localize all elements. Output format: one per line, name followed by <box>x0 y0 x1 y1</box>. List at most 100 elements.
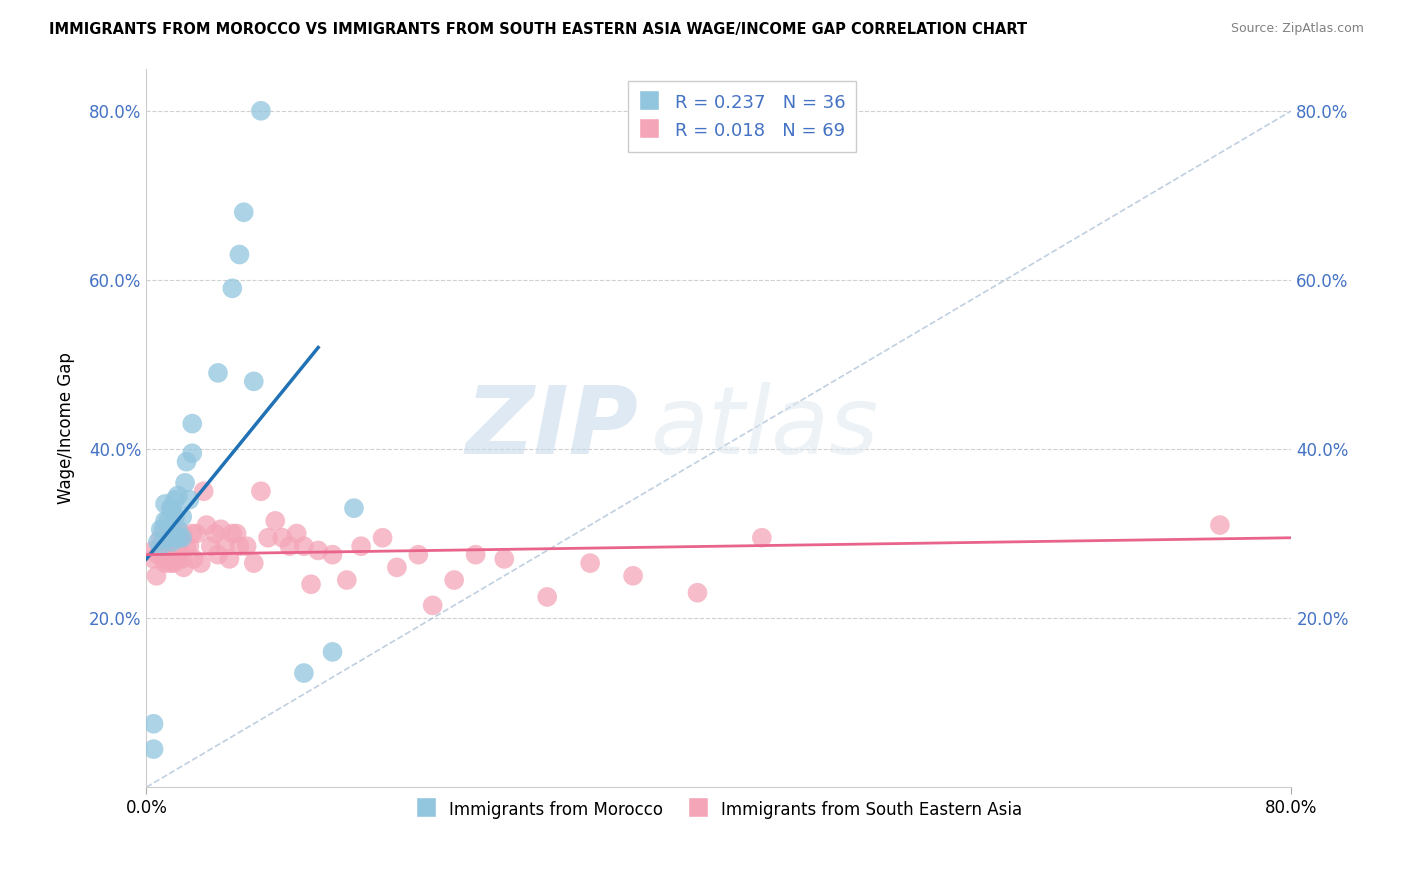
Point <box>250 484 273 499</box>
Point <box>152 552 174 566</box>
Point <box>336 573 359 587</box>
Point <box>292 539 315 553</box>
Point <box>176 539 198 553</box>
Point <box>350 539 373 553</box>
Point <box>579 556 602 570</box>
Legend: Immigrants from Morocco, Immigrants from South Eastern Asia: Immigrants from Morocco, Immigrants from… <box>409 793 1029 826</box>
Point <box>149 539 172 553</box>
Point <box>181 446 204 460</box>
Point <box>193 484 215 499</box>
Point <box>176 455 198 469</box>
Point <box>146 548 169 562</box>
Point <box>149 522 172 536</box>
Point <box>166 552 188 566</box>
Point <box>149 531 172 545</box>
Text: atlas: atlas <box>650 383 879 474</box>
Point <box>153 514 176 528</box>
Point <box>292 666 315 681</box>
Text: Source: ZipAtlas.com: Source: ZipAtlas.com <box>1230 22 1364 36</box>
Point <box>207 548 229 562</box>
Point <box>264 514 287 528</box>
Point <box>621 569 644 583</box>
Point <box>159 556 181 570</box>
Point <box>536 590 558 604</box>
Point <box>162 556 184 570</box>
Point <box>160 501 183 516</box>
Text: IMMIGRANTS FROM MOROCCO VS IMMIGRANTS FROM SOUTH EASTERN ASIA WAGE/INCOME GAP CO: IMMIGRANTS FROM MOROCCO VS IMMIGRANTS FR… <box>49 22 1028 37</box>
Point <box>167 522 190 536</box>
Point <box>371 531 394 545</box>
Point <box>235 539 257 553</box>
Point <box>686 585 709 599</box>
Point <box>385 560 408 574</box>
Point <box>299 577 322 591</box>
Point <box>167 552 190 566</box>
Point <box>142 742 165 756</box>
Point <box>250 103 273 118</box>
Point <box>225 526 247 541</box>
Point <box>218 552 240 566</box>
Point <box>160 535 183 549</box>
Text: ZIP: ZIP <box>465 382 638 474</box>
Point <box>145 569 167 583</box>
Point <box>408 548 430 562</box>
Point <box>207 366 229 380</box>
Point <box>165 492 187 507</box>
Point <box>228 247 250 261</box>
Point <box>172 552 194 566</box>
Point <box>146 535 169 549</box>
Point <box>232 205 254 219</box>
Point <box>321 548 343 562</box>
Point <box>190 556 212 570</box>
Point <box>172 509 194 524</box>
Point <box>169 543 191 558</box>
Point <box>464 548 486 562</box>
Point <box>422 599 444 613</box>
Point <box>172 531 194 545</box>
Point <box>228 539 250 553</box>
Point <box>183 552 205 566</box>
Point <box>221 281 243 295</box>
Point <box>159 501 181 516</box>
Point <box>152 522 174 536</box>
Point <box>160 548 183 562</box>
Point <box>204 526 226 541</box>
Point <box>179 492 201 507</box>
Point <box>214 539 236 553</box>
Point <box>156 539 179 553</box>
Point <box>167 488 190 502</box>
Point <box>162 526 184 541</box>
Point <box>1209 518 1232 533</box>
Point <box>321 645 343 659</box>
Point <box>156 514 179 528</box>
Point <box>343 501 366 516</box>
Y-axis label: Wage/Income Gap: Wage/Income Gap <box>58 352 75 504</box>
Point <box>149 543 172 558</box>
Point <box>209 522 232 536</box>
Point <box>200 539 222 553</box>
Point <box>179 539 201 553</box>
Point <box>165 531 187 545</box>
Point <box>242 556 264 570</box>
Point <box>271 531 294 545</box>
Point <box>221 526 243 541</box>
Point <box>155 543 177 558</box>
Point <box>494 552 516 566</box>
Point <box>751 531 773 545</box>
Point <box>142 552 165 566</box>
Point <box>174 475 197 490</box>
Point <box>142 543 165 558</box>
Point <box>172 526 194 541</box>
Point <box>278 539 301 553</box>
Point <box>181 526 204 541</box>
Point <box>142 716 165 731</box>
Point <box>257 531 280 545</box>
Point <box>169 531 191 545</box>
Point <box>195 518 218 533</box>
Point <box>242 375 264 389</box>
Point <box>153 497 176 511</box>
Point <box>165 548 187 562</box>
Point <box>165 509 187 524</box>
Point <box>186 526 208 541</box>
Point <box>165 539 187 553</box>
